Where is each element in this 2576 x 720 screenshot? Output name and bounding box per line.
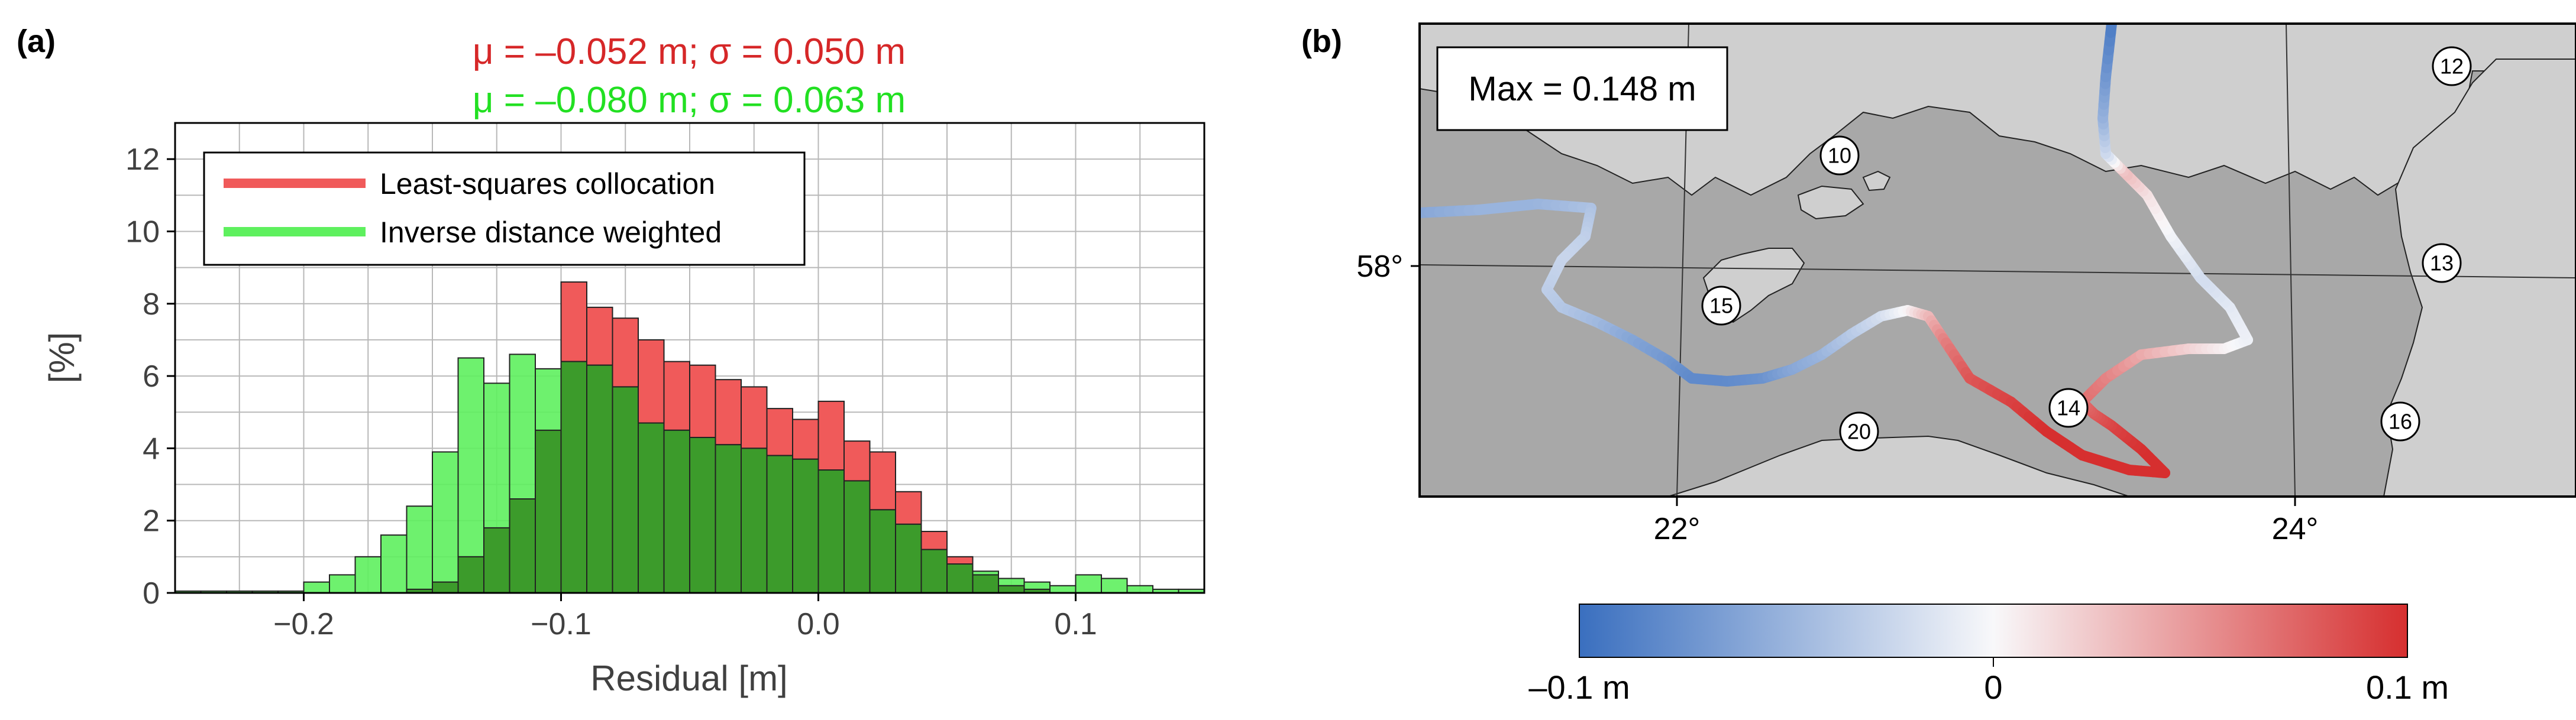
overlap-bar: [817, 469, 845, 593]
station-12-label: 12: [2440, 54, 2464, 79]
south-land: [1667, 435, 2130, 497]
overlap-bar: [586, 364, 613, 593]
overlap-bar: [432, 581, 459, 594]
graticule-58n: [1420, 264, 2576, 278]
histogram-legend: Least-squares collocation Inverse distan…: [203, 151, 806, 266]
colorbar-label-min: –0.1 m: [1528, 669, 1630, 706]
station-16-marker: 16: [2380, 401, 2420, 442]
max-box: [1436, 46, 1728, 131]
overlap-bar: [509, 498, 536, 593]
overlap-bar: [535, 429, 562, 593]
panel-a-letter: (a): [17, 24, 56, 59]
idw-bar: [432, 451, 459, 593]
station-16-label: 16: [2388, 410, 2412, 434]
small-island: [1862, 170, 1891, 192]
map-panel: (b) 10 12: [1301, 22, 2576, 706]
histogram-panel: (a) μ = –0.052 m; σ = 0.050 m μ = –0.080…: [17, 24, 1205, 698]
overlap-bar: [483, 527, 510, 594]
idw-bar: [329, 574, 356, 594]
legend-label-idw: Inverse distance weighted: [380, 216, 722, 249]
station-12-marker: 12: [2432, 46, 2472, 86]
overlap-bar: [638, 422, 665, 593]
overlap-bar: [663, 429, 690, 593]
x-tick-label: 0.1: [1054, 607, 1097, 641]
track-segment: [2105, 24, 2117, 38]
x-tick-label: −0.2: [273, 607, 334, 641]
max-label: Max = 0.148 m: [1468, 70, 1696, 108]
overlap-bar: [869, 509, 896, 593]
overlap-bar: [741, 447, 768, 594]
x-tick-label: 0.0: [797, 607, 839, 641]
overlap-bar: [946, 563, 974, 593]
overlap-bar: [972, 574, 999, 594]
y-tick-label: 8: [143, 287, 160, 322]
xtick-22: 22°: [1654, 512, 1701, 546]
station-10-marker: 10: [1819, 135, 1860, 176]
station-13-label: 13: [2430, 251, 2454, 275]
overlap-bar: [612, 386, 639, 594]
overlap-bar: [560, 361, 587, 593]
colorbar: [1579, 604, 2408, 658]
idw-bar: [303, 581, 330, 594]
station-15-marker: 15: [1701, 286, 1741, 326]
x-axis-label: Residual [m]: [590, 659, 787, 698]
idw-bar: [1075, 574, 1102, 594]
station-20-label: 20: [1847, 420, 1871, 444]
idw-bar: [1126, 585, 1153, 593]
y-axis-label: [%]: [42, 332, 82, 384]
overlap-bar: [895, 523, 922, 593]
y-tick-label: 12: [125, 142, 160, 177]
colorbar-label-max: 0.1 m: [2366, 669, 2449, 706]
stat-line-idw: μ = –0.080 m; σ = 0.063 m: [473, 80, 906, 121]
station-10-label: 10: [1828, 144, 1851, 168]
idw-bar: [1049, 585, 1077, 593]
map-frame: [1418, 22, 2576, 498]
idw-bar: [354, 556, 382, 593]
overlap-bar: [920, 549, 948, 593]
overlap-bar: [792, 458, 819, 593]
y-tick-label: 0: [143, 576, 160, 611]
legend-label-lsc: Least-squares collocation: [380, 167, 715, 200]
overlap-bar: [766, 455, 793, 593]
panel-b-letter: (b): [1301, 24, 1342, 59]
graticule-24e: [2286, 24, 2296, 497]
idw-bar: [380, 534, 408, 594]
y-tick-label: 2: [143, 504, 160, 539]
idw-bars: [174, 353, 1205, 594]
station-20-marker: 20: [1839, 411, 1879, 452]
station-15-label: 15: [1709, 294, 1733, 318]
hiiumaa-island: [1797, 185, 1864, 220]
east-land: [2383, 59, 2576, 497]
colorbar-label-zero: 0: [1984, 669, 2002, 706]
y-tick-label: 6: [143, 359, 160, 394]
stat-line-lsc: μ = –0.052 m; σ = 0.050 m: [473, 31, 906, 72]
overlap-bar: [998, 585, 1025, 593]
station-13-marker: 13: [2422, 243, 2462, 283]
idw-bar: [1101, 578, 1128, 593]
x-tick-label: −0.1: [531, 607, 592, 641]
overlap-bar: [715, 444, 742, 593]
idw-bar: [406, 505, 433, 593]
station-14-label: 14: [2057, 396, 2080, 420]
y-tick-label: 10: [125, 215, 160, 249]
overlap-bar: [689, 437, 716, 593]
histogram-frame: [174, 122, 1205, 594]
ship-track: [1420, 24, 2253, 478]
overlap-bars: [406, 361, 1051, 594]
station-14-marker: 14: [2048, 388, 2089, 428]
legend-box: [203, 151, 806, 266]
overlap-bar: [843, 480, 871, 594]
y-tick-label: 4: [143, 432, 160, 466]
overlap-bar: [457, 556, 484, 593]
histogram-ticks: −0.2 −0.1 0.0 0.1 0 2 4 6 8 10 12: [125, 142, 1097, 641]
map-area: 10 12 13 14 15 16: [1420, 24, 2576, 497]
ytick-58: 58°: [1356, 249, 1403, 284]
xtick-24: 24°: [2272, 512, 2319, 546]
